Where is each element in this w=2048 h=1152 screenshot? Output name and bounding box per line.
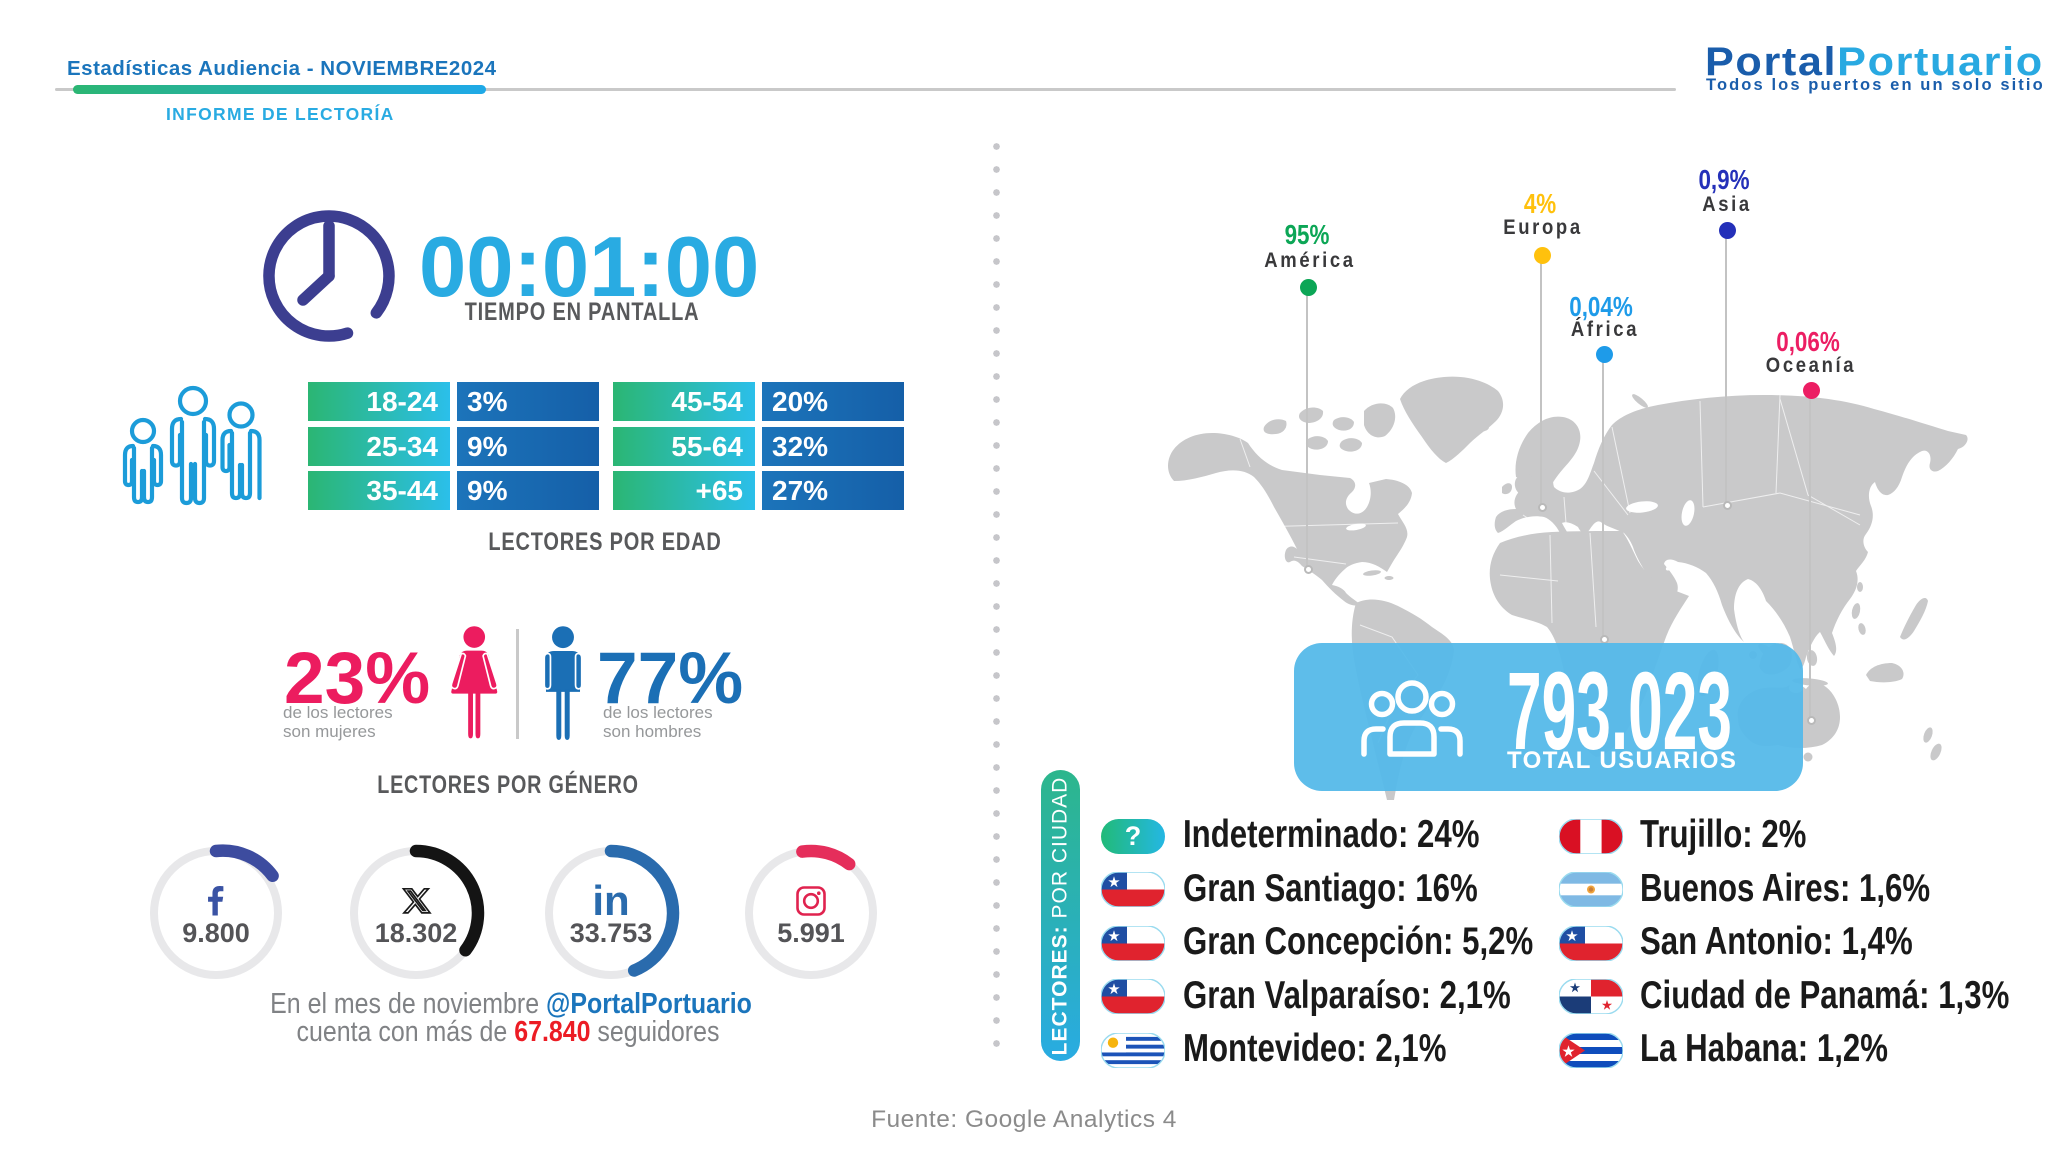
svg-text:in: in bbox=[592, 877, 629, 924]
